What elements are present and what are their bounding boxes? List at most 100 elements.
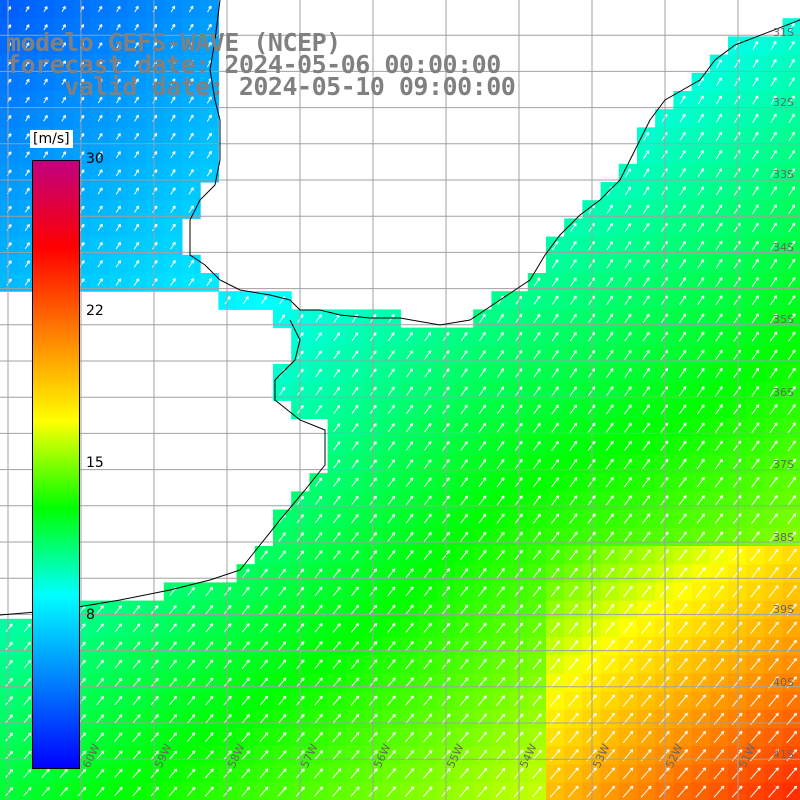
wind-vector: [170, 96, 176, 104]
wind-vector: [496, 531, 505, 542]
wind-vector: [714, 422, 723, 433]
wind-vector: [733, 331, 741, 342]
wind-vector-head: [503, 732, 506, 736]
wind-vector: [97, 151, 103, 159]
wind-vector-head: [759, 731, 761, 735]
wind-vector: [770, 77, 777, 87]
wind-vector-head: [521, 677, 524, 681]
wind-vector-head: [758, 585, 761, 589]
wind-vector: [768, 567, 779, 580]
wind-vector: [97, 42, 103, 49]
wind-vector: [496, 368, 505, 378]
wind-vector: [188, 78, 194, 86]
wind-vector: [496, 386, 505, 397]
wind-vector: [405, 568, 414, 579]
wind-vector-head: [102, 714, 105, 718]
wind-vector-head: [193, 605, 195, 609]
wind-vector: [623, 567, 633, 579]
wind-vector: [150, 641, 159, 651]
wind-vector-head: [339, 605, 341, 609]
wind-vector: [643, 150, 650, 160]
wind-vector-head: [577, 767, 579, 771]
wind-vector: [259, 695, 269, 706]
wind-vector-head: [668, 767, 670, 771]
wind-vector: [732, 477, 742, 488]
wind-vector-head: [193, 587, 195, 591]
wind-vector: [569, 313, 577, 324]
wind-vector: [242, 296, 249, 305]
wind-vector-head: [540, 768, 542, 772]
wind-vector: [659, 603, 670, 616]
wind-vector-head: [211, 641, 214, 645]
wind-vector: [606, 259, 613, 269]
wind-vector: [697, 168, 704, 178]
wind-vector-head: [157, 678, 159, 682]
wind-vector: [496, 404, 505, 415]
wind-vector-head: [631, 622, 633, 626]
wind-vector: [478, 568, 487, 579]
wind-vector: [497, 313, 504, 324]
wind-vector: [770, 204, 777, 215]
wind-vector: [241, 750, 251, 761]
wind-vector: [750, 694, 761, 707]
wind-vector: [787, 513, 797, 525]
wind-vector: [679, 277, 686, 287]
wind-vector: [5, 787, 14, 797]
wind-vector-head: [248, 714, 250, 718]
wind-vector: [733, 150, 741, 160]
wind-vector: [752, 113, 759, 123]
wind-vector: [168, 732, 178, 742]
wind-vector: [41, 787, 50, 797]
wind-vector: [114, 641, 123, 651]
wind-vector-head: [157, 623, 159, 627]
wind-vector: [788, 258, 796, 269]
wind-vector: [550, 622, 560, 634]
wind-vector-head: [740, 621, 743, 626]
wind-vector: [387, 386, 395, 396]
wind-vector-head: [266, 623, 268, 627]
wind-vector: [241, 714, 250, 724]
wind-vector: [405, 659, 414, 670]
wind-vector: [550, 586, 560, 597]
wind-vector: [332, 623, 341, 633]
wind-vector: [332, 768, 342, 779]
wind-vector: [424, 332, 432, 342]
wind-vector: [350, 695, 360, 706]
wind-vector-head: [795, 731, 798, 735]
wind-vector-head: [558, 604, 560, 608]
wind-vector-head: [357, 586, 359, 591]
wind-vector: [768, 603, 779, 616]
wind-vector-head: [230, 768, 232, 772]
wind-vector-head: [503, 713, 506, 717]
wind-vector: [659, 731, 670, 744]
wind-vector: [114, 768, 123, 779]
wind-vector-head: [321, 696, 323, 700]
wind-vector: [351, 441, 359, 451]
wind-vector-head: [521, 750, 524, 754]
wind-vector: [97, 187, 103, 195]
wind-vector: [23, 678, 32, 687]
wind-vector: [732, 495, 742, 506]
wind-vector-head: [375, 623, 378, 627]
wind-vector: [134, 42, 139, 49]
wind-vector: [115, 260, 121, 268]
wind-vector-head: [266, 768, 269, 772]
wind-vector: [695, 621, 706, 635]
wind-vector-head: [631, 767, 634, 771]
wind-vector: [696, 368, 705, 379]
wind-vector-head: [120, 769, 123, 773]
wind-vector: [278, 532, 286, 542]
wind-vector-head: [321, 677, 323, 681]
wind-vector-head: [540, 731, 542, 736]
wind-vector-head: [704, 603, 706, 607]
wind-vector: [696, 404, 705, 415]
wind-vector-head: [303, 750, 305, 754]
wind-vector-head: [613, 622, 615, 626]
wind-vector: [769, 349, 778, 360]
wind-vector-head: [649, 694, 652, 698]
wind-vector: [733, 204, 741, 214]
wind-vector: [168, 768, 178, 779]
wind-vector: [770, 168, 777, 178]
wind-vector: [351, 459, 359, 469]
wind-vector-head: [759, 676, 761, 680]
